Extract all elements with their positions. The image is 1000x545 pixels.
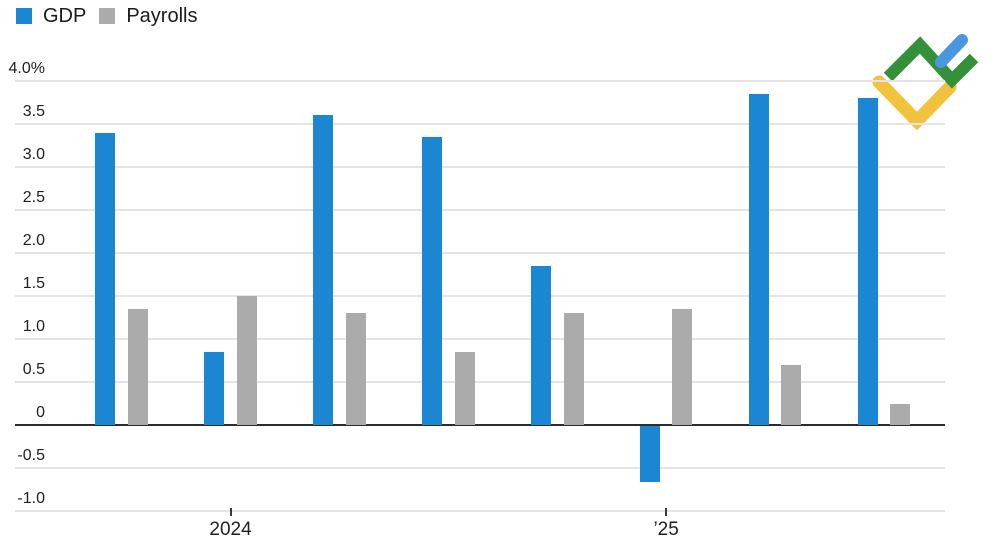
bar-gdp bbox=[531, 265, 551, 425]
bar-payrolls bbox=[127, 308, 148, 425]
gridline bbox=[15, 123, 945, 125]
gridline bbox=[15, 209, 945, 211]
logo-blue-dash bbox=[935, 34, 968, 68]
bar-payrolls bbox=[781, 364, 802, 425]
y-axis-label: 2.0 bbox=[22, 232, 45, 249]
bar-payrolls bbox=[890, 403, 911, 425]
x-axis-tick bbox=[229, 508, 232, 516]
y-axis-label: 1.5 bbox=[22, 275, 45, 292]
bar-gdp bbox=[422, 136, 443, 425]
bar-gdp bbox=[639, 426, 660, 482]
y-axis-label: 3.0 bbox=[22, 146, 45, 163]
bar-gdp bbox=[748, 93, 769, 425]
gridline bbox=[15, 467, 945, 469]
bar-payrolls bbox=[345, 313, 366, 425]
bar-gdp bbox=[857, 98, 878, 425]
x-axis-label: ’25 bbox=[653, 519, 679, 540]
bar-payrolls bbox=[454, 351, 475, 425]
logo-yellow-chevron bbox=[872, 75, 957, 130]
bar-gdp bbox=[204, 351, 225, 425]
gridline bbox=[15, 80, 945, 82]
bar-payrolls bbox=[672, 308, 693, 425]
bar-gdp bbox=[313, 115, 334, 425]
logo-green-zigzag bbox=[883, 36, 979, 89]
x-axis-label: 2024 bbox=[209, 519, 252, 540]
chart-legend: GDP Payrolls bbox=[16, 6, 210, 26]
legend-label: Payrolls bbox=[126, 5, 198, 27]
gridline bbox=[15, 381, 945, 383]
legend-swatch bbox=[16, 8, 32, 24]
y-axis-label: 1.0 bbox=[22, 318, 45, 335]
gridline bbox=[15, 338, 945, 340]
y-axis-label: 3.5 bbox=[22, 103, 45, 120]
gridline bbox=[15, 252, 945, 254]
y-axis-label: 0 bbox=[36, 404, 45, 421]
bar-payrolls bbox=[563, 313, 584, 425]
x-axis-tick bbox=[665, 508, 668, 516]
y-axis-label: 0.5 bbox=[22, 361, 45, 378]
gridline bbox=[15, 166, 945, 168]
legend-item-gdp: GDP bbox=[16, 6, 86, 26]
litefinance-logo bbox=[872, 34, 979, 130]
gridline bbox=[15, 510, 945, 512]
zero-line bbox=[15, 423, 945, 427]
bar-payrolls bbox=[236, 296, 257, 425]
bar-gdp bbox=[95, 132, 116, 425]
y-axis-label: 2.5 bbox=[22, 189, 45, 206]
y-axis-label: -1.0 bbox=[17, 490, 45, 507]
legend-swatch bbox=[99, 8, 116, 24]
gridline bbox=[15, 295, 945, 297]
legend-label: GDP bbox=[43, 5, 87, 27]
y-axis-label: -0.5 bbox=[17, 447, 45, 464]
y-axis-label: 4.0% bbox=[8, 60, 45, 77]
legend-item-payrolls: Payrolls bbox=[99, 6, 197, 26]
